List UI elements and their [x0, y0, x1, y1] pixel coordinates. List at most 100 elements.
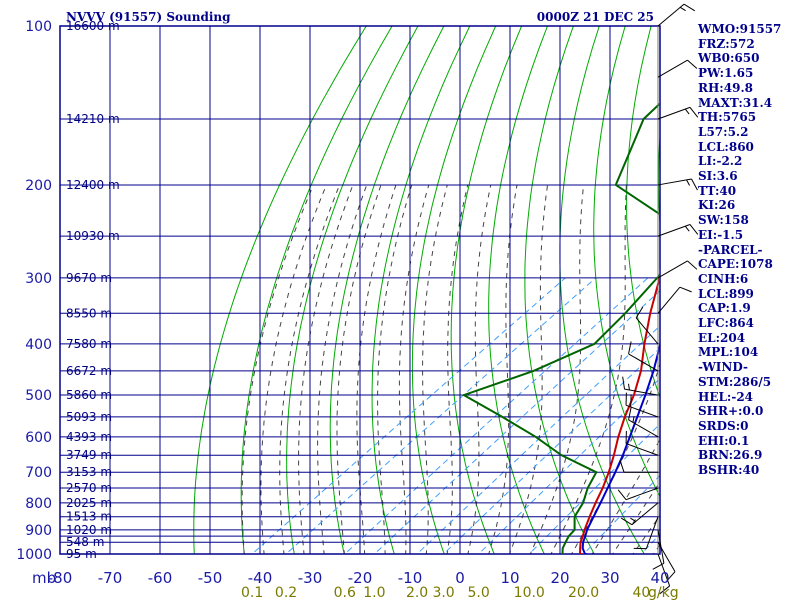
wind-barb-shaft [645, 516, 659, 549]
height-label: 14210 m [66, 112, 120, 126]
wind-barb-shaft [657, 286, 681, 314]
height-label: 10930 m [66, 229, 120, 243]
wind-barbs [617, 3, 699, 595]
mixing-ratio-label: 40 [632, 585, 650, 600]
mixing-ratio-label: 0.2 [275, 585, 297, 600]
parcel-point [581, 547, 584, 549]
wind-barb-half-flag [628, 383, 630, 391]
height-label: 8550 m [66, 306, 112, 320]
dewpoint-point [463, 394, 465, 396]
parcel-point [636, 416, 639, 418]
mixing-ratio-label: 20.0 [568, 585, 599, 600]
stability-index-item: TT:40 [698, 183, 737, 198]
wind-barb [657, 3, 696, 27]
wind-barb-flag [687, 260, 698, 270]
stability-index-item: EI:-1.5 [698, 227, 744, 242]
moist-adiabat [571, 362, 660, 554]
wind-barb-flag [620, 517, 633, 526]
height-label: 2570 m [66, 481, 112, 495]
wind-barb [657, 178, 698, 191]
moist-adiabat [446, 184, 469, 554]
pressure-unit-label: mb [32, 569, 56, 587]
dry-adiabat [371, 26, 471, 554]
wind-barb-shaft [635, 317, 659, 345]
wind-barb-flag [689, 107, 699, 118]
moist-adiabat [422, 184, 448, 554]
temperature-point [579, 553, 581, 554]
moist-adiabat [336, 184, 382, 554]
mixing-ratio-label: 0.6 [334, 585, 356, 600]
wind-barb [657, 106, 699, 120]
dry-adiabat [524, 26, 595, 554]
moist-adiabat [550, 184, 627, 554]
temperature-point [617, 436, 620, 438]
pressure-tick-label: 700 [25, 465, 52, 481]
stability-index-item: WB0:650 [698, 51, 760, 66]
wind-barb-flag [687, 59, 698, 69]
parcel-point [669, 277, 671, 279]
height-label: 3153 m [66, 465, 112, 479]
moist-adiabat [317, 184, 368, 554]
height-label: 95 m [66, 547, 97, 561]
parcel-profile-line [581, 339, 660, 554]
stability-index-item: RH:49.8 [698, 80, 753, 95]
stability-index-item: STM:286/5 [698, 374, 772, 389]
dewpoint-point [501, 416, 504, 418]
stability-index-item: -PARCEL- [698, 242, 763, 257]
wind-barb-shaft [625, 487, 659, 501]
parcel-point [673, 184, 675, 186]
stability-index-item: SI:3.6 [698, 169, 738, 184]
sounding-title: NVVV (91557) Sounding [66, 10, 231, 24]
moist-adiabat [488, 184, 518, 554]
wind-barb-shaft [657, 260, 688, 279]
pressure-tick-label: 500 [25, 388, 52, 404]
temperature-point [643, 343, 646, 345]
temperature-point [640, 370, 642, 372]
dewpoint-point [595, 471, 598, 474]
dewpoint-point [568, 535, 570, 537]
stability-index-item: KI:26 [698, 198, 736, 213]
parcel-point [601, 556, 603, 558]
temperature-point [688, 118, 690, 120]
pressure-tick-label: 200 [25, 178, 52, 194]
wind-barb [657, 224, 699, 237]
height-label: 12400 m [66, 178, 120, 192]
temperature-point [582, 535, 584, 537]
pressure-tick-label: 600 [25, 430, 52, 446]
dry-adiabat [193, 26, 367, 554]
moist-adiabat [467, 184, 492, 554]
stability-index-item: CAP:1.9 [698, 301, 751, 316]
temperature-tick-label: -60 [148, 569, 173, 587]
mixing-ratio-line [442, 347, 660, 554]
moist-adiabat [632, 514, 660, 554]
temperature-tick-label: -50 [198, 569, 223, 587]
wind-barb [633, 516, 659, 550]
stability-index-item: PW:1.65 [698, 66, 754, 81]
temperature-point [608, 471, 610, 474]
moist-adiabat [260, 184, 327, 554]
dewpoint-point [582, 502, 584, 504]
parcel-point [584, 535, 587, 537]
wind-barb-shaft [631, 502, 659, 526]
stability-index-item: SW:158 [698, 213, 749, 228]
wind-barb-flag [659, 585, 670, 595]
wind-barb-shaft [628, 353, 659, 372]
wind-barb [657, 286, 692, 314]
stability-index-item: SHR+:0.0 [698, 404, 764, 419]
mixing-ratio-unit-label: g/kg [648, 585, 679, 600]
stability-index-item: FRZ:572 [698, 36, 755, 51]
dewpoint-point [535, 436, 537, 438]
dewpoint-point [692, 235, 694, 237]
stability-indices-list: WMO:91557 FRZ:572 WB0:650 PW:1.65 RH:49.8 MAX… [698, 22, 781, 478]
wind-barb-half-flag [679, 6, 686, 12]
wind-barb [635, 306, 659, 345]
wind-barb-flag [617, 489, 627, 500]
wind-barb-flag [622, 376, 626, 390]
stability-index-item: L57:5.2 [698, 124, 749, 139]
parcel-point [652, 370, 655, 372]
moist-adiabat [377, 184, 413, 554]
pressure-tick-label: 900 [25, 523, 52, 539]
wind-barb-flag [619, 460, 625, 473]
wind-barb [625, 430, 659, 456]
stability-index-item: LI:-2.2 [698, 154, 743, 169]
